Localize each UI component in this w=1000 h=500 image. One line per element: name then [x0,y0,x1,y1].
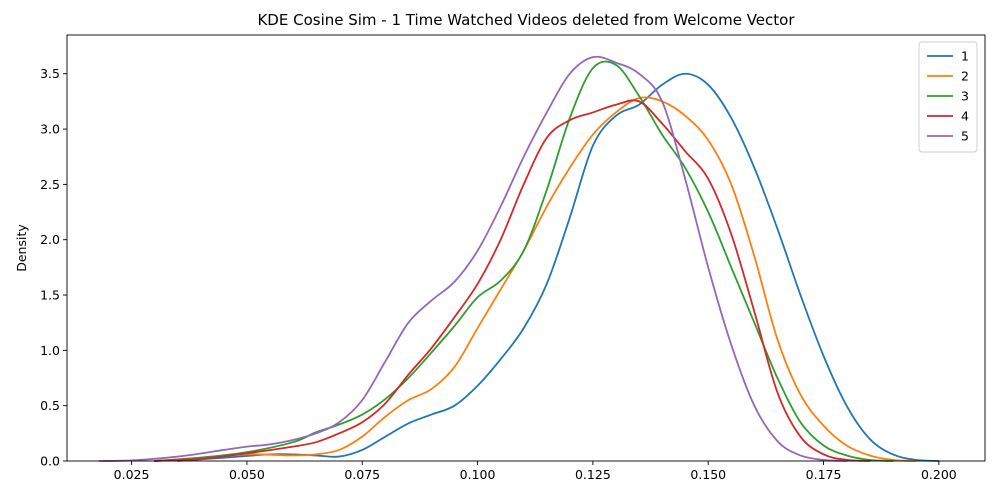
legend-label-1: 1 [961,49,969,64]
series-layer [98,55,940,462]
axes-frame [66,34,986,462]
series-line-3 [153,60,894,462]
y-tick-label: 3.5 [40,66,60,81]
y-tick-label: 0.0 [40,454,60,469]
x-tick-label: 0.075 [344,467,380,482]
legend-label-5: 5 [961,129,969,144]
series-line-4 [153,99,871,462]
y-axis-label: Density [14,224,29,272]
y-tick-label: 1.0 [40,343,60,358]
chart-title: KDE Cosine Sim - 1 Time Watched Videos d… [257,11,795,29]
axes-layer: 0.025 0.050 0.075 0.100 0.125 0.150 0.175 0.200… [40,34,986,482]
series-line-2 [153,96,917,462]
x-tick-label: 0.125 [575,467,611,482]
legend: 1 2 3 4 5 [918,41,978,153]
legend-box [918,41,978,153]
y-tick-label: 0.5 [40,398,60,413]
x-tick-label: 0.025 [114,467,150,482]
y-tick-label: 3.0 [40,122,60,137]
legend-label-3: 3 [961,89,969,104]
x-tick-label: 0.200 [921,467,957,482]
x-tick-label: 0.150 [690,467,726,482]
series-line-1 [176,72,940,462]
legend-label-2: 2 [961,69,969,84]
y-tick-label: 2.5 [40,177,60,192]
y-tick-label: 1.5 [40,288,60,303]
x-tick-label: 0.050 [229,467,265,482]
y-tick-label: 2.0 [40,232,60,247]
x-tick-label: 0.175 [806,467,842,482]
legend-label-4: 4 [961,109,969,124]
series-line-5 [98,55,848,462]
x-tick-label: 0.100 [460,467,496,482]
